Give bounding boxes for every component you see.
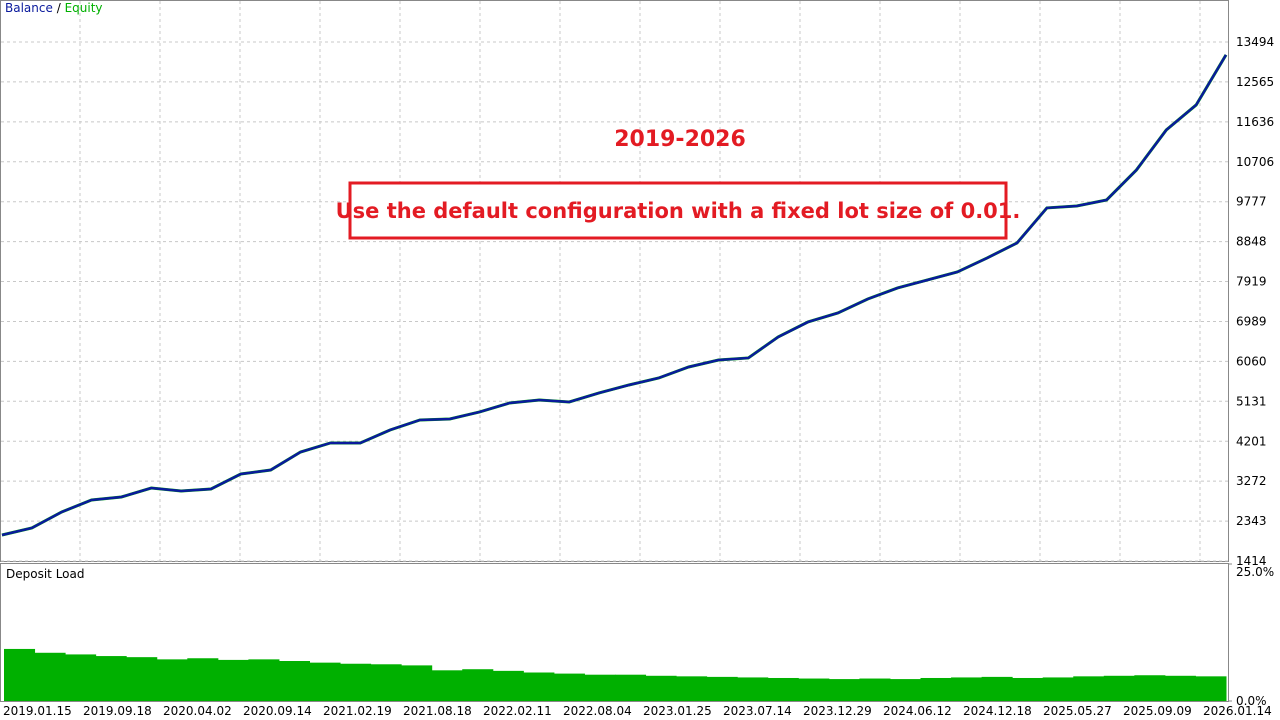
bar	[828, 679, 860, 701]
x-tick-label: 2020.04.02	[163, 704, 232, 718]
main-pane-frame	[0, 0, 1229, 562]
bar	[309, 662, 341, 701]
x-tick-label: 2019.01.15	[3, 704, 72, 718]
bar	[217, 659, 249, 701]
bar	[1103, 675, 1135, 701]
bar	[156, 659, 188, 701]
line-balance	[1, 54, 1228, 537]
bar	[645, 675, 677, 701]
y-tick-label: 12565	[1236, 75, 1274, 89]
bar	[370, 664, 402, 701]
x-tick-label: 2023.12.29	[803, 704, 872, 718]
x-tick-label: 2019.09.18	[83, 704, 152, 718]
bar	[676, 676, 708, 701]
annotation-box	[348, 181, 1008, 240]
x-tick-label: 2021.02.19	[323, 704, 392, 718]
pane-title: Deposit Load	[6, 567, 84, 581]
bar	[187, 658, 219, 701]
bar	[1012, 677, 1044, 701]
x-tick-label: 2024.12.18	[963, 704, 1032, 718]
bar	[1164, 675, 1196, 701]
y-tick-label: 3272	[1236, 474, 1267, 488]
bar	[401, 665, 433, 701]
bar	[1134, 675, 1166, 701]
y-tick-label: 2343	[1236, 514, 1267, 528]
marks	[1, 54, 1228, 701]
bar	[1042, 677, 1074, 701]
y-tick-label: 9777	[1236, 195, 1267, 209]
x-tick-label: 2026.01.14	[1203, 704, 1272, 718]
bar	[34, 652, 66, 701]
bar	[462, 669, 494, 701]
annotation-title: 2019-2026	[614, 127, 746, 152]
x-tick-label: 2023.01.25	[643, 704, 712, 718]
y-tick-label: 6060	[1236, 354, 1267, 368]
bar	[278, 660, 310, 701]
grid	[1, 1, 1232, 702]
y-tick-label: 5131	[1236, 394, 1267, 408]
bar	[798, 678, 830, 701]
bar	[1195, 676, 1227, 701]
x-tick-label: 2023.07.14	[723, 704, 792, 718]
bar	[126, 657, 158, 701]
y-tick-label: 1414	[1236, 554, 1267, 568]
x-tick-label: 2024.06.12	[883, 704, 952, 718]
bar	[737, 677, 769, 701]
bar	[584, 674, 616, 701]
y-tick-label: 0.0%	[1236, 694, 1267, 708]
bar	[4, 648, 36, 701]
bar	[431, 670, 463, 701]
bar	[920, 677, 952, 701]
legend: Balance / Equity	[5, 1, 103, 15]
bar	[706, 676, 738, 701]
bar	[523, 672, 555, 701]
bar	[65, 654, 97, 701]
y-tick-label: 11636	[1236, 115, 1274, 129]
y-tick-label: 7919	[1236, 275, 1267, 289]
bar	[767, 677, 799, 701]
bar	[492, 670, 524, 701]
y-tick-label: 13494	[1236, 35, 1274, 49]
legend-balance: Balance	[5, 1, 53, 15]
load-pane-frame	[0, 563, 1229, 702]
y-tick-label: 10706	[1236, 155, 1274, 169]
bar	[981, 676, 1013, 701]
bar	[340, 663, 372, 701]
y-tick-label: 6989	[1236, 314, 1267, 328]
x-tick-label: 2025.05.27	[1043, 704, 1112, 718]
x-tick-label: 2022.02.11	[483, 704, 552, 718]
x-tick-label: 2020.09.14	[243, 704, 312, 718]
bar	[889, 679, 921, 701]
bar	[615, 674, 647, 701]
bar	[553, 673, 585, 701]
annotation-text: Use the default configuration with a fix…	[336, 199, 1021, 223]
y-tick-label: 8848	[1236, 235, 1267, 249]
y-tick-label: 4201	[1236, 434, 1267, 448]
bar	[248, 659, 280, 701]
legend-separator: /	[57, 1, 62, 15]
bar	[1073, 676, 1105, 701]
x-tick-label: 2021.08.18	[403, 704, 472, 718]
bar	[95, 656, 127, 701]
x-tick-label: 2025.09.09	[1123, 704, 1192, 718]
bar	[859, 678, 891, 701]
legend-equity: Equity	[65, 1, 103, 15]
x-tick-label: 2022.08.04	[563, 704, 632, 718]
y-tick-label: 25.0%	[1236, 565, 1274, 579]
bar	[951, 677, 983, 701]
